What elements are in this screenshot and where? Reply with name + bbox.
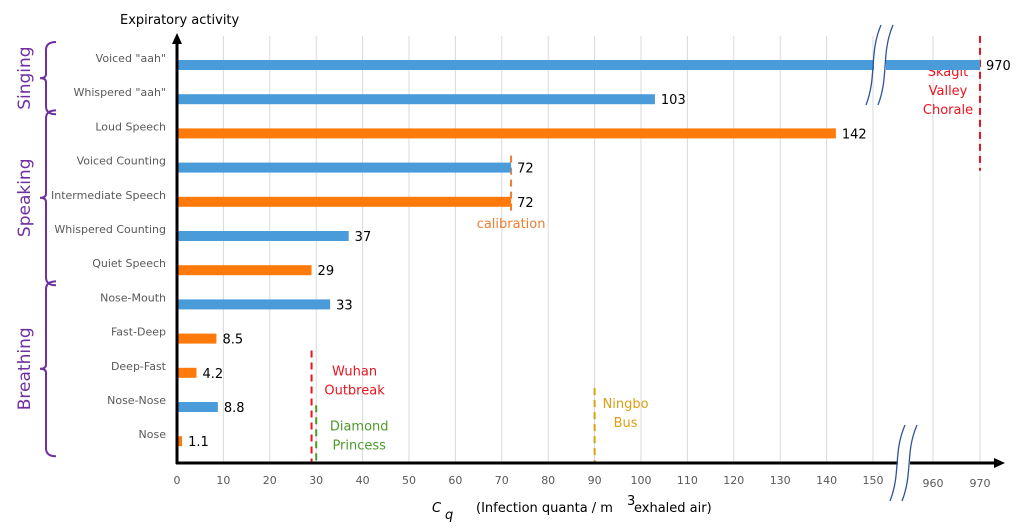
gridlines — [222, 36, 981, 463]
group-label: Speaking — [15, 159, 35, 238]
value-label: 8.8 — [224, 401, 245, 416]
category-label: Whispered "aah" — [74, 86, 167, 99]
x-axis-title: C q (Infection quanta / m 3 exhaled air) — [432, 494, 712, 523]
category-label: Voiced Counting — [77, 155, 166, 168]
reference-label-line: calibration — [477, 217, 546, 232]
bar — [178, 299, 331, 310]
x-tick-label: 140 — [816, 474, 837, 487]
reference-label-line: Princess — [332, 438, 386, 453]
reference-label-line: Chorale — [923, 103, 973, 118]
bars — [178, 60, 980, 447]
x-tick-label: 20 — [263, 474, 277, 487]
axes — [172, 24, 1005, 502]
x-tick-label: 110 — [677, 474, 698, 487]
x-tick-label: 70 — [495, 474, 509, 487]
x-tick-label: 970 — [970, 477, 991, 490]
value-label: 72 — [517, 196, 534, 211]
bar — [178, 402, 218, 412]
category-label: Deep-Fast — [111, 360, 167, 373]
bar — [178, 94, 655, 105]
x-tick-label: 60 — [448, 474, 462, 487]
x-axis-text: (Infection quanta / m — [476, 501, 613, 516]
reference-label: Ningbo Bus — [603, 397, 649, 431]
reference-label-line: Bus — [614, 416, 638, 431]
reference-label-line: Outbreak — [324, 384, 385, 399]
x-axis-subscript: q — [445, 508, 453, 523]
x-tick-label: 130 — [770, 474, 791, 487]
x-axis-symbol: C — [432, 501, 442, 516]
bar-break-gap — [874, 59, 886, 71]
value-label: 4.2 — [202, 367, 223, 382]
reference-label-line: Diamond — [330, 419, 389, 434]
x-tick-label: 30 — [309, 474, 323, 487]
value-label: 72 — [517, 162, 534, 177]
group-brace — [39, 41, 57, 116]
group-brace — [39, 280, 57, 458]
category-label: Intermediate Speech — [51, 189, 166, 202]
category-label: Quiet Speech — [92, 257, 166, 270]
value-label: 103 — [661, 93, 686, 108]
x-axis-arrow — [994, 458, 1005, 468]
x-axis-tail: exhaled air) — [634, 501, 712, 516]
x-tick-label: 120 — [723, 474, 744, 487]
bar — [178, 231, 349, 241]
category-label: Loud Speech — [95, 120, 166, 133]
axis-break-line — [889, 424, 906, 502]
x-tick-label: 10 — [216, 474, 230, 487]
value-label: 1.1 — [188, 435, 209, 450]
group-label: Singing — [15, 46, 35, 109]
category-label: Whispered Counting — [54, 223, 166, 236]
x-tick-label: 40 — [356, 474, 370, 487]
x-tick-label: 90 — [588, 474, 602, 487]
group-label: Breathing — [15, 327, 35, 410]
reference-label: Diamond Princess — [330, 419, 389, 453]
bar — [178, 60, 980, 70]
reference-label: calibration — [477, 217, 546, 232]
reference-label: Skagit Valley Chorale — [923, 65, 973, 118]
value-label: 29 — [318, 264, 335, 279]
y-axis-arrow — [172, 33, 182, 44]
y-axis-title: Expiratory activity — [120, 13, 240, 28]
x-tick-label: 80 — [541, 474, 555, 487]
bar — [178, 128, 836, 139]
value-label: 142 — [842, 127, 867, 142]
reference-label-line: Ningbo — [603, 397, 649, 412]
bar-break-line — [865, 24, 882, 106]
x-tick-label: 50 — [402, 474, 416, 487]
x-tick-label: 0 — [174, 474, 181, 487]
bar — [178, 196, 512, 207]
category-label: Fast-Deep — [111, 326, 166, 339]
reference-lines: calibration Wuhan Outbreak Diamond Princess N… — [310, 35, 981, 463]
x-tick-label: 150 — [863, 474, 884, 487]
category-label: Nose-Mouth — [100, 291, 166, 304]
bar — [178, 436, 183, 447]
axis-break-gap — [898, 460, 910, 466]
value-label: 970 — [986, 59, 1011, 74]
bar — [178, 162, 512, 173]
x-tick-label: 100 — [631, 474, 652, 487]
reference-label-line: Valley — [929, 84, 968, 99]
bar — [178, 265, 312, 276]
bar-break-line — [877, 24, 894, 106]
labels: 0 10 20 30 40 50 60 70 80 90 100 110 120 130 140 150 960… — [51, 52, 1011, 490]
category-label: Voiced "aah" — [96, 52, 166, 65]
reference-label-line: Wuhan — [332, 365, 377, 380]
group-braces: Singing Speaking Breathing — [15, 41, 57, 458]
value-label: 8.5 — [222, 333, 243, 348]
bar — [178, 333, 217, 344]
bar — [178, 367, 197, 378]
group-brace — [39, 109, 57, 287]
category-label: Nose — [139, 428, 167, 441]
x-axis-superscript: 3 — [627, 494, 635, 509]
axis-break-line — [901, 424, 918, 502]
category-label: Nose-Nose — [107, 394, 166, 407]
reference-label: Wuhan Outbreak — [324, 365, 385, 399]
x-tick-label: 960 — [923, 477, 944, 490]
value-label: 37 — [355, 230, 372, 245]
value-label: 33 — [336, 298, 353, 313]
